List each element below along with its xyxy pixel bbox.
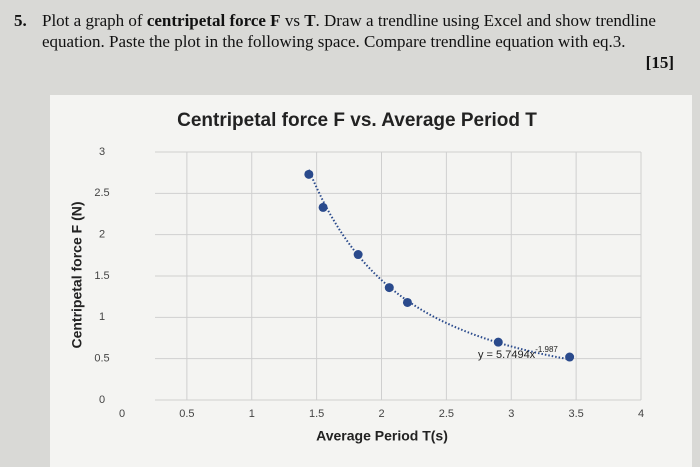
y-tick-label: 0 — [99, 394, 105, 406]
y-tick-label: 1.5 — [94, 270, 109, 282]
point — [402, 297, 412, 307]
text: centripetal force F — [146, 11, 281, 30]
question-number: 5. — [14, 11, 27, 30]
point — [493, 337, 503, 347]
x-tick-label: 2.5 — [439, 408, 454, 420]
y-tick-label: 3 — [99, 146, 105, 158]
y-tick-label: 1 — [99, 311, 105, 323]
chart-background — [50, 95, 692, 467]
text: . Draw a trendline using Excel and show … — [42, 11, 656, 51]
point — [353, 250, 363, 260]
y-tick-label: 2.5 — [94, 187, 109, 199]
trendline-equation: y = 5.7494x — [478, 349, 536, 361]
y-tick-label: 2 — [99, 229, 105, 241]
trendline-label: y = 5.7494x-1.987 — [478, 345, 558, 361]
x-tick-label: 4 — [638, 408, 644, 420]
x-tick-label: 0 — [119, 408, 125, 420]
x-axis-label: Average Period T(s) — [316, 428, 448, 444]
point — [304, 169, 314, 179]
point — [318, 202, 328, 212]
x-tick-label: 1.5 — [309, 408, 324, 420]
marks: [15] — [645, 53, 674, 72]
x-tick-label: 0.5 — [179, 408, 194, 420]
question-text: Plot a graph of centripetal force F vs T… — [42, 10, 674, 52]
text: vs — [280, 11, 305, 30]
y-axis-label: Centripetal force F (N) — [69, 201, 85, 348]
trendline-power: -1.987 — [535, 345, 558, 354]
chart-title: Centripetal force F vs. Average Period T — [177, 110, 537, 131]
question: 5. Plot a graph of centripetal force F v… — [14, 10, 674, 72]
text: Plot a graph of — [42, 11, 147, 30]
x-tick-label: 2 — [378, 408, 384, 420]
point — [565, 352, 575, 362]
x-tick-label: 3.5 — [568, 408, 583, 420]
x-tick-label: 1 — [249, 408, 255, 420]
point — [384, 283, 394, 293]
x-tick-label: 3 — [508, 408, 514, 420]
trendline — [307, 169, 570, 361]
y-tick-label: 0.5 — [94, 353, 109, 365]
text: T — [304, 11, 316, 30]
